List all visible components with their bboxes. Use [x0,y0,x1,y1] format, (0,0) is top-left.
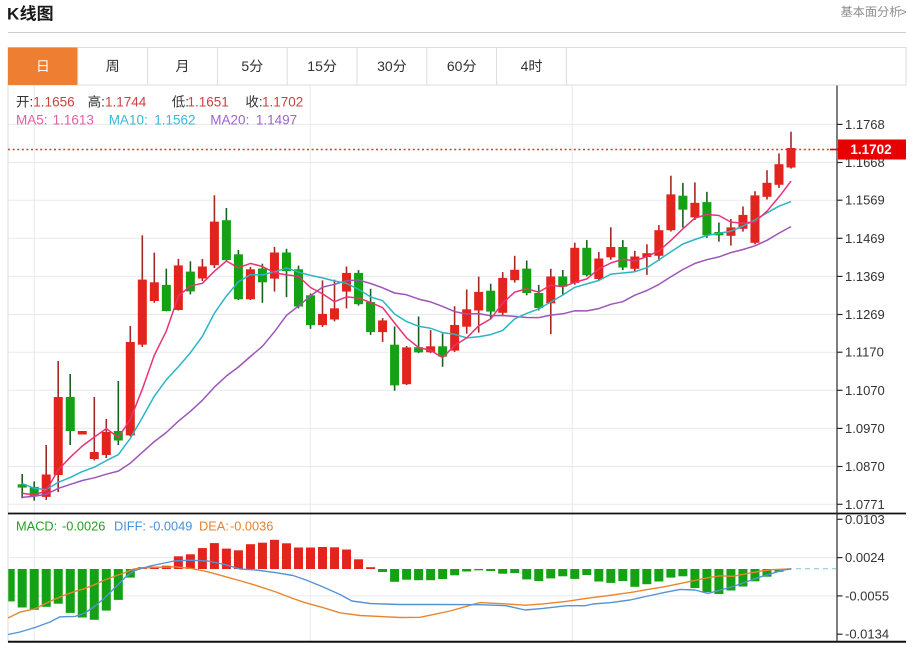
svg-text:-0.0134: -0.0134 [845,627,889,642]
svg-text:4: 4 [521,58,529,74]
svg-text:1.0771: 1.0771 [845,497,885,512]
svg-text:-0.0026: -0.0026 [62,519,105,534]
svg-text:5: 5 [241,58,249,74]
svg-text:1.1569: 1.1569 [845,193,885,208]
svg-text:1.1744: 1.1744 [105,95,147,110]
svg-text:K: K [7,5,20,24]
svg-text:1.1170: 1.1170 [845,345,884,360]
svg-text:1.1768: 1.1768 [845,117,885,132]
svg-text:MA20:: MA20: [210,113,249,128]
svg-text:60: 60 [447,58,463,74]
svg-text:0.0103: 0.0103 [845,512,885,527]
svg-text:DIFF:: DIFF: [114,519,146,534]
svg-text:1.1562: 1.1562 [154,113,195,128]
svg-text:MACD:: MACD: [16,519,57,534]
svg-text::: : [185,95,189,110]
svg-text:MA5:: MA5: [16,113,48,128]
svg-text::: : [30,95,34,110]
svg-text:1.0870: 1.0870 [845,459,885,474]
svg-text:1.1269: 1.1269 [845,307,885,322]
svg-text:1.1651: 1.1651 [188,95,229,110]
svg-text:1.1369: 1.1369 [845,269,885,284]
svg-text:15: 15 [307,58,323,74]
svg-text:1.1702: 1.1702 [262,95,303,110]
svg-text::: : [101,95,105,110]
svg-text:30: 30 [377,58,393,74]
svg-text:1.1497: 1.1497 [256,113,297,128]
svg-text:0.0024: 0.0024 [845,550,885,565]
svg-text::: : [259,95,263,110]
svg-text:1.1656: 1.1656 [33,95,74,110]
svg-text:1.1613: 1.1613 [53,113,94,128]
svg-text:1.1469: 1.1469 [845,231,885,246]
svg-text:1.1070: 1.1070 [845,383,885,398]
svg-text:1.0970: 1.0970 [845,421,885,436]
svg-text:MA10:: MA10: [109,113,148,128]
svg-text:>: > [900,5,907,19]
svg-text:DEA:: DEA: [199,519,229,534]
svg-text:-0.0055: -0.0055 [845,588,889,603]
svg-text:-0.0036: -0.0036 [230,519,273,534]
svg-text:-0.0049: -0.0049 [149,519,192,534]
svg-text:1.1702: 1.1702 [850,142,891,157]
